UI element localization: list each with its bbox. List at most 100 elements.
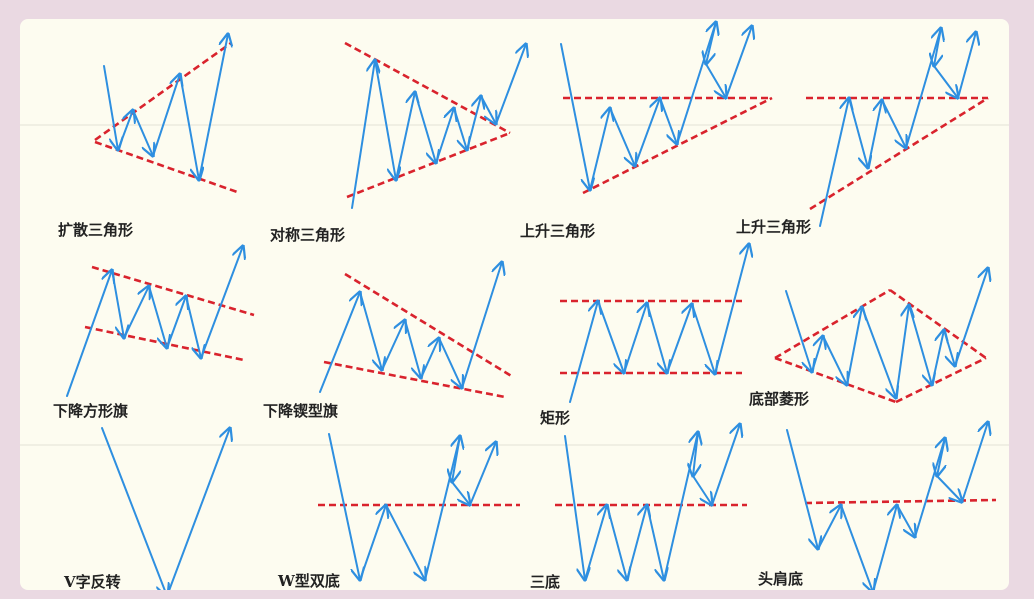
- price-arrow-segment: [931, 330, 944, 386]
- pattern-label-w-double-bottom: W型双底: [278, 572, 340, 590]
- price-arrow-segment: [646, 504, 664, 580]
- price-arrow-segment: [867, 100, 882, 169]
- pattern-label-ascending-triangle-1: 上升三角形: [520, 222, 596, 240]
- price-arrow-segment: [404, 319, 421, 378]
- trend-line: [895, 356, 987, 404]
- price-arrow-segment: [609, 107, 635, 166]
- price-arrow-segment: [691, 303, 715, 374]
- trend-line: [84, 325, 245, 362]
- trend-line: [809, 96, 989, 211]
- price-arrow-segment: [424, 436, 460, 581]
- price-arrow-segment: [359, 505, 386, 581]
- price-arrow-segment: [589, 108, 610, 191]
- pattern-ascending-triangle-2: [806, 27, 989, 227]
- pattern-w-double-bottom: [318, 434, 520, 580]
- price-arrow-segment: [822, 335, 847, 385]
- price-arrow-segment: [461, 262, 502, 389]
- price-arrow-segment: [936, 475, 962, 502]
- price-arrow-segment: [725, 26, 752, 99]
- price-arrow-segment: [872, 505, 897, 590]
- price-arrow-segment: [435, 108, 454, 164]
- pattern-descending-flag: [66, 246, 255, 397]
- price-arrow-segment: [895, 305, 909, 399]
- price-arrow-segment: [934, 27, 941, 66]
- pattern-expanding-triangle: [94, 34, 241, 195]
- pattern-label-descending-wedge: 下降锲型旗: [263, 402, 339, 420]
- price-arrow-segment: [634, 98, 660, 167]
- price-arrow-segment: [676, 22, 716, 145]
- price-arrow-segment: [452, 435, 460, 482]
- price-arrow-segment: [123, 286, 149, 339]
- trend-line: [346, 131, 511, 199]
- pattern-symmetric-triangle: [344, 41, 526, 209]
- price-arrow-segment: [908, 304, 932, 385]
- price-arrow-segment: [846, 307, 862, 386]
- price-arrow-segment: [714, 244, 749, 375]
- price-arrow-segment: [819, 98, 849, 227]
- price-arrow-segment: [817, 505, 841, 550]
- price-arrow-segment: [957, 32, 976, 99]
- price-arrow-segment: [414, 91, 436, 163]
- price-arrow-segment: [179, 73, 199, 180]
- price-arrow-segment: [420, 338, 439, 379]
- price-arrow-segment: [374, 59, 396, 180]
- price-arrow-segment: [480, 95, 496, 124]
- price-arrow-segment: [881, 99, 906, 148]
- pattern-label-v-reversal: V字反转: [64, 573, 121, 590]
- price-arrow-segment: [451, 481, 470, 505]
- trend-line: [774, 288, 891, 360]
- price-arrow-segment: [954, 268, 988, 367]
- pattern-ascending-triangle-1: [560, 21, 773, 195]
- price-arrow-segment: [905, 28, 941, 149]
- price-arrow-segment: [623, 303, 647, 374]
- price-arrow-segment: [646, 302, 667, 373]
- trend-line: [91, 265, 255, 317]
- price-arrow-segment: [395, 92, 415, 181]
- price-arrow-segment: [103, 65, 118, 150]
- price-arrow-segment: [148, 285, 167, 348]
- price-arrow-segment: [319, 292, 360, 393]
- price-arrow-segment: [896, 504, 915, 537]
- price-arrow-segment: [961, 422, 988, 503]
- price-arrow-segment: [597, 300, 624, 373]
- trend-line: [94, 41, 232, 142]
- price-arrow-segment: [381, 320, 405, 371]
- price-arrow-segment: [328, 433, 360, 580]
- trend-line: [94, 140, 241, 195]
- price-arrow-segment: [659, 97, 677, 144]
- price-arrow-segment: [914, 438, 945, 538]
- pattern-label-ascending-triangle-2: 上升三角形: [736, 218, 812, 236]
- price-arrow-segment: [811, 336, 823, 373]
- price-arrow-segment: [495, 44, 526, 125]
- price-arrow-segment: [359, 291, 382, 370]
- pattern-label-diamond-bottom: 底部菱形: [749, 390, 810, 408]
- price-arrow-segment: [466, 96, 481, 151]
- pattern-diamond-bottom: [774, 268, 988, 404]
- pattern-triple-bottom: [555, 424, 747, 580]
- price-arrow-segment: [101, 427, 167, 590]
- price-arrow-segment: [117, 110, 133, 151]
- price-arrow-segment: [606, 504, 627, 580]
- price-arrow-segment: [385, 504, 425, 580]
- pattern-rectangle: [560, 244, 749, 403]
- price-arrow-segment: [840, 504, 873, 590]
- price-arrow-segment: [469, 442, 496, 506]
- price-arrow-segment: [666, 304, 692, 374]
- price-arrow-segment: [560, 43, 590, 190]
- price-arrow-segment: [453, 107, 467, 150]
- price-arrow-segment: [705, 63, 726, 98]
- price-arrow-segment: [706, 21, 717, 64]
- price-arrow-segment: [66, 270, 112, 397]
- pattern-label-descending-flag: 下降方形旗: [53, 402, 129, 420]
- price-arrow-segment: [933, 65, 958, 98]
- chart-pattern-card: 扩散三角形 对称三角形 上升三角形 上升三角形 下降方形旗 下降锲型旗 矩形 底…: [20, 19, 1009, 590]
- price-arrow-segment: [584, 505, 607, 581]
- price-arrow-segment: [132, 109, 153, 156]
- price-arrow-segment: [200, 246, 243, 359]
- pattern-label-symmetric-triangle: 对称三角形: [270, 226, 346, 244]
- trend-line: [344, 41, 511, 135]
- price-arrow-segment: [785, 290, 812, 372]
- pattern-descending-wedge: [319, 262, 514, 399]
- pattern-label-head-shoulders-bottom: 头肩底: [758, 570, 804, 588]
- price-arrow-segment: [185, 295, 201, 358]
